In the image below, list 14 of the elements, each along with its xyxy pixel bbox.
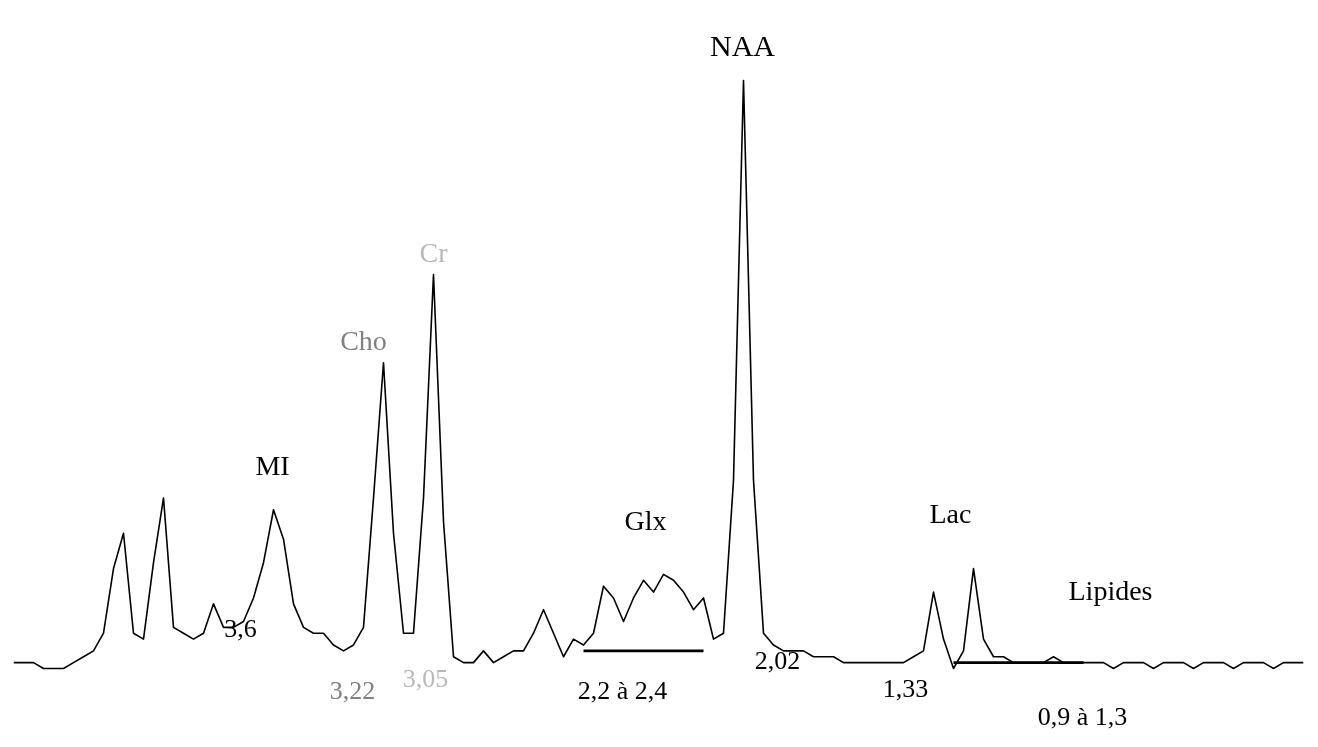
text: NAA (710, 29, 776, 62)
annotation: 3,05 (402, 664, 449, 693)
annotation: Glx (624, 505, 667, 536)
annotation: Cr (419, 237, 449, 268)
text: 0,9 à 1,3 (1037, 702, 1128, 731)
annotation: Lac (929, 498, 972, 529)
annotation: MI (255, 450, 290, 481)
annotation: Cho (340, 325, 387, 356)
text: 1,33 (882, 674, 929, 703)
text: 3,22 (329, 676, 376, 705)
text: 2,2 à 2,4 (577, 676, 668, 705)
annotation: 2,02 (754, 646, 801, 675)
annotation: Lipides (1068, 575, 1153, 606)
annotation: 3,6 (224, 614, 257, 643)
